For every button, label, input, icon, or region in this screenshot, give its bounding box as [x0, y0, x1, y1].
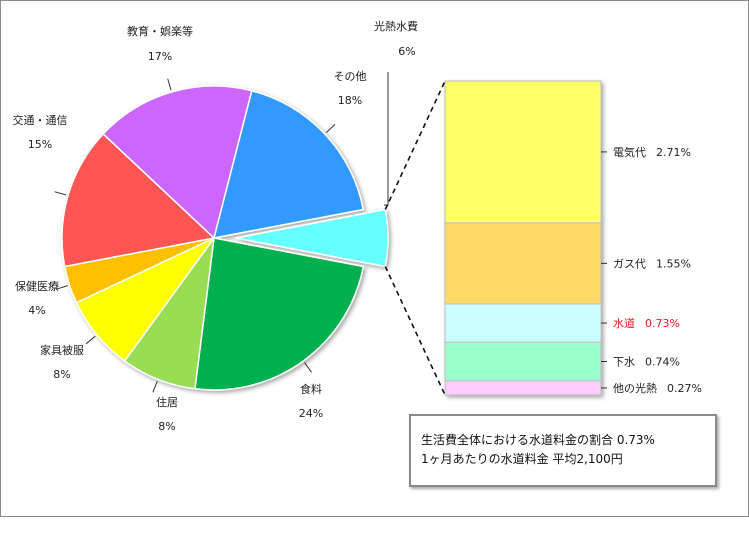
pie-slice-item-1 — [194, 237, 365, 391]
leader-line-item-6 — [167, 78, 172, 91]
pie-slice-item-0 — [235, 208, 389, 268]
slice-value-item-4: 4% — [28, 304, 45, 317]
bar-segment-item-4 — [444, 80, 602, 224]
connector-bottom — [384, 266, 446, 396]
slice-value-item-5: 15% — [28, 138, 52, 151]
leader-line-item-1 — [304, 362, 312, 373]
pie-slice-item-5 — [61, 132, 216, 268]
bar-segment-item-3 — [444, 222, 602, 305]
summary-box: 生活費全体における水道料金の割合 0.73% 1ヶ月あたりの水道料金 平均2,1… — [409, 414, 717, 487]
bar-label-item-2: 水道 0.73% — [613, 316, 680, 330]
bar-label-value: 2.71% — [656, 146, 691, 159]
slice-label-item-0: 光熱水費 — [374, 19, 418, 33]
slice-value-item-1: 24% — [299, 407, 323, 420]
bar-label-name: ガス代 — [613, 257, 646, 270]
breakdown-bar — [444, 80, 602, 396]
bar-label-name: 電気代 — [613, 145, 646, 159]
slice-label-item-6: 教育・娯楽等 — [127, 24, 193, 38]
summary-line-fee: 1ヶ月あたりの水道料金 平均2,100円 — [421, 452, 623, 466]
bar-label-name: 下水 — [613, 356, 635, 369]
slice-label-item-2: 住居 — [156, 395, 178, 409]
pie-slice-item-6 — [102, 85, 253, 240]
bar-label-item-1: 下水 0.74% — [613, 356, 680, 369]
bar-label-name: 水道 — [613, 316, 635, 330]
slice-value-item-0: 6% — [398, 45, 415, 58]
leader-line-item-7 — [325, 124, 336, 133]
bar-label-name: 他の光熱 — [613, 381, 657, 395]
pie-slice-item-7 — [212, 89, 365, 239]
bar-label-item-4: 電気代 2.71% — [613, 145, 691, 159]
slice-label-item-7: その他 — [334, 70, 367, 83]
leader-line-item-4 — [55, 285, 68, 290]
bar-label-value: 0.74% — [645, 356, 680, 369]
slice-value-item-7: 18% — [338, 94, 362, 107]
bar-segment-item-0 — [444, 380, 602, 396]
slice-value-item-2: 8% — [158, 420, 175, 433]
bar-segment-item-1 — [444, 341, 602, 382]
bar-label-value: 1.55% — [656, 257, 691, 270]
leader-line-item-0 — [384, 72, 389, 206]
bar-label-value: 0.27% — [667, 382, 702, 395]
leader-line-item-5 — [54, 191, 67, 196]
slice-label-item-5: 交通・通信 — [13, 113, 68, 127]
slice-value-item-6: 17% — [148, 50, 172, 63]
bar-label-value: 0.73% — [645, 317, 680, 330]
leader-line-item-2 — [152, 381, 158, 393]
leader-line-item-3 — [85, 335, 96, 345]
slice-value-item-3: 8% — [53, 368, 70, 381]
summary-line-ratio: 生活費全体における水道料金の割合 0.73% — [421, 433, 655, 447]
bar-label-item-3: ガス代 1.55% — [613, 257, 691, 270]
slice-label-item-3: 家具被服 — [40, 343, 84, 357]
slice-label-item-1: 食料 — [300, 382, 322, 396]
pie-slices — [61, 85, 389, 391]
connector-top — [384, 80, 446, 210]
bar-segment-item-2 — [444, 303, 602, 343]
slice-label-item-4: 保健医療 — [15, 279, 59, 293]
bar-label-item-0: 他の光熱 0.27% — [613, 381, 702, 395]
